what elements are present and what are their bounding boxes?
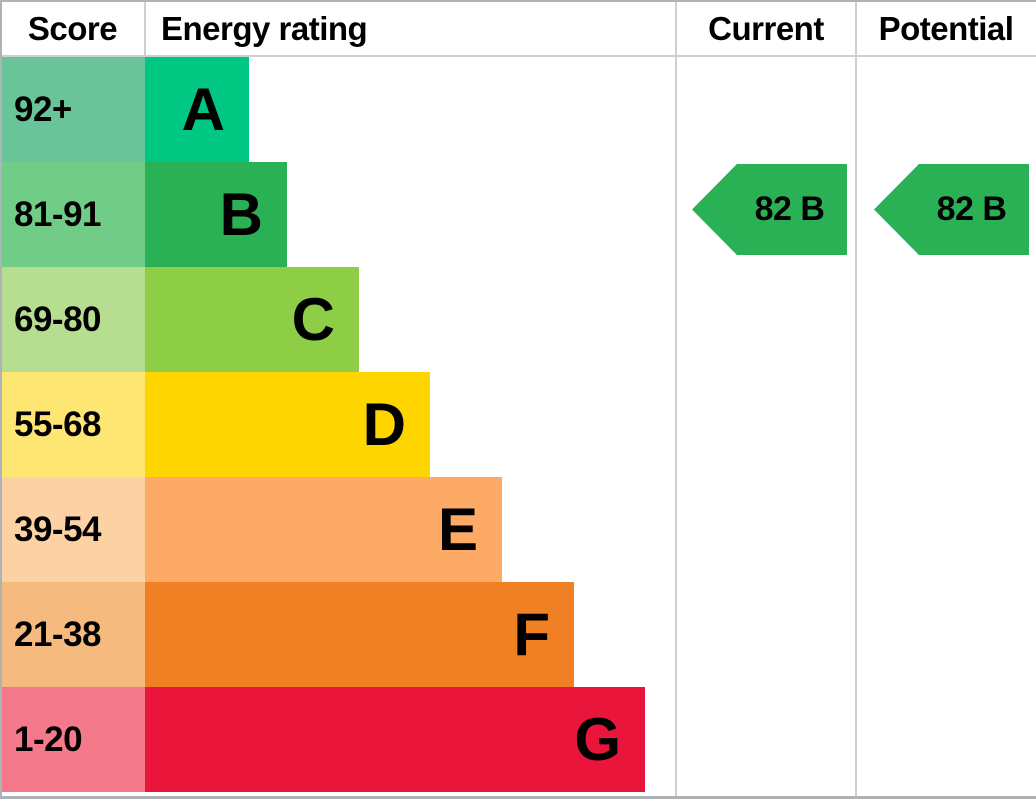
band-score-label: 1-20 bbox=[14, 719, 83, 759]
band-bar: E bbox=[145, 477, 502, 582]
band-row-f: 21-38 F bbox=[0, 582, 1036, 687]
header-row: Score Energy rating Current Potential bbox=[0, 0, 1036, 57]
score-column-divider bbox=[144, 0, 146, 57]
band-score-cell: 39-54 bbox=[0, 477, 145, 582]
band-bar: C bbox=[145, 267, 359, 372]
band-score-cell: 69-80 bbox=[0, 267, 145, 372]
band-bar: B bbox=[145, 162, 287, 267]
band-score-label: 69-80 bbox=[14, 299, 102, 339]
chart-border-top bbox=[0, 0, 1036, 2]
band-row-e: 39-54 E bbox=[0, 477, 1036, 582]
band-score-cell: 92+ bbox=[0, 57, 145, 162]
band-letter: G bbox=[574, 705, 621, 773]
chart-border-bottom bbox=[0, 796, 1036, 799]
potential-rating-label: 82 B bbox=[936, 190, 1007, 228]
band-score-label: 55-68 bbox=[14, 404, 102, 444]
band-bar: D bbox=[145, 372, 430, 477]
band-bar: F bbox=[145, 582, 574, 687]
band-score-cell: 55-68 bbox=[0, 372, 145, 477]
band-bar: G bbox=[145, 687, 645, 792]
band-score-cell: 1-20 bbox=[0, 687, 145, 792]
chart-border-left bbox=[0, 0, 2, 799]
band-score-label: 92+ bbox=[14, 89, 72, 129]
band-score-label: 39-54 bbox=[14, 509, 102, 549]
potential-column-divider bbox=[855, 0, 857, 799]
band-letter: C bbox=[291, 285, 335, 353]
header-potential: Potential bbox=[878, 9, 1014, 47]
band-row-d: 55-68 D bbox=[0, 372, 1036, 477]
band-letter: A bbox=[181, 75, 225, 143]
band-score-label: 21-38 bbox=[14, 614, 102, 654]
band-score-cell: 21-38 bbox=[0, 582, 145, 687]
band-score-label: 81-91 bbox=[14, 194, 102, 234]
band-letter: D bbox=[362, 390, 406, 458]
rating-bands: 92+ A 81-91 B 69-80 C 55-68 D 39-54 E 21… bbox=[0, 57, 1036, 792]
band-row-c: 69-80 C bbox=[0, 267, 1036, 372]
band-row-g: 1-20 G bbox=[0, 687, 1036, 792]
current-column-divider bbox=[675, 0, 677, 799]
current-rating-label: 82 B bbox=[754, 190, 825, 228]
band-row-a: 92+ A bbox=[0, 57, 1036, 162]
header-underline bbox=[0, 55, 1036, 57]
band-score-cell: 81-91 bbox=[0, 162, 145, 267]
band-row-b: 81-91 B bbox=[0, 162, 1036, 267]
header-score: Score bbox=[27, 9, 118, 47]
band-letter: E bbox=[437, 495, 478, 563]
header-current: Current bbox=[708, 9, 824, 47]
band-letter: B bbox=[219, 180, 263, 248]
header-energy-rating: Energy rating bbox=[161, 9, 368, 47]
band-bar: A bbox=[145, 57, 249, 162]
band-letter: F bbox=[513, 600, 550, 668]
